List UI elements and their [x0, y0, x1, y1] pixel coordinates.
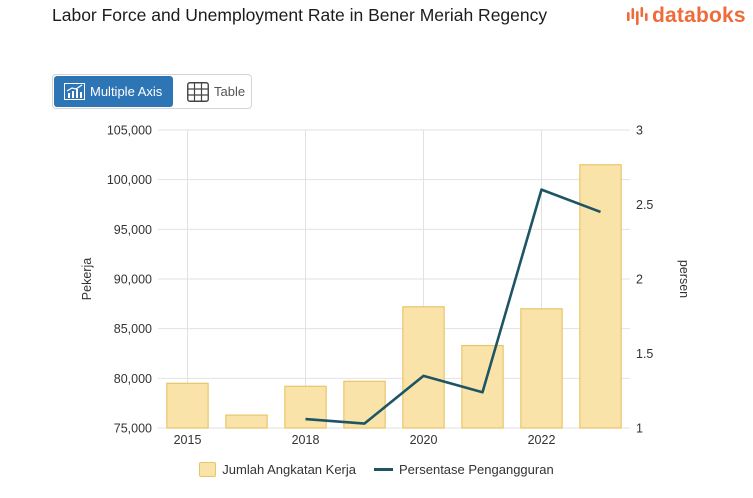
y-right-tick-label: 1: [636, 422, 643, 436]
legend-item-bar[interactable]: Jumlah Angkatan Kerja: [199, 462, 356, 477]
bar: [225, 414, 268, 429]
y-right-tick-label: 3: [636, 124, 643, 138]
bar: [461, 344, 504, 429]
bar: [343, 380, 386, 429]
y-left-tick-label: 90,000: [114, 273, 152, 287]
y-right-tick-label: 2.5: [636, 198, 653, 212]
table-label: Table: [214, 84, 246, 99]
x-tick-label: 2015: [174, 433, 202, 447]
y-left-tick-label: 95,000: [114, 223, 152, 237]
x-tick-label: 2018: [292, 433, 320, 447]
legend-item-line[interactable]: Persentase Pengangguran: [374, 462, 554, 477]
y-left-tick-label: 85,000: [114, 322, 152, 336]
table-button[interactable]: Table: [173, 76, 245, 107]
legend-bar-swatch: [199, 462, 217, 477]
legend-bar-label: Jumlah Angkatan Kerja: [222, 462, 356, 477]
logo-text: databoks: [652, 4, 746, 27]
x-tick-label: 2020: [410, 433, 438, 447]
y-left-tick-label: 105,000: [107, 124, 152, 138]
view-toggle: Multiple Axis Table: [52, 74, 252, 109]
bar: [520, 308, 563, 429]
bar: [579, 164, 622, 429]
legend-line-swatch: [374, 468, 393, 471]
y-right-axis-title: persen: [677, 260, 691, 298]
chart-title: Labor Force and Unemployment Rate in Ben…: [52, 5, 548, 25]
databoks-logo: databoks: [626, 4, 746, 28]
databoks-logo-icon: [627, 7, 648, 25]
bar: [166, 382, 209, 429]
y-right-tick-label: 2: [636, 273, 643, 287]
multiple-axis-button[interactable]: Multiple Axis: [54, 76, 173, 107]
y-left-tick-label: 80,000: [114, 372, 152, 386]
chart-legend: Jumlah Angkatan Kerja Persentase Pengang…: [0, 462, 753, 477]
legend-line-label: Persentase Pengangguran: [399, 462, 554, 477]
x-tick-label: 2022: [528, 433, 556, 447]
y-left-axis-title: Pekerja: [80, 258, 94, 300]
bar: [284, 385, 327, 429]
bar: [402, 306, 445, 429]
y-left-tick-label: 100,000: [107, 173, 152, 187]
multiple-axis-label: Multiple Axis: [90, 84, 163, 99]
chart-icon: [64, 83, 85, 100]
y-right-tick-label: 1.5: [636, 347, 653, 361]
table-icon: [187, 81, 209, 102]
y-left-tick-label: 75,000: [114, 422, 152, 436]
line-series: [305, 188, 601, 425]
